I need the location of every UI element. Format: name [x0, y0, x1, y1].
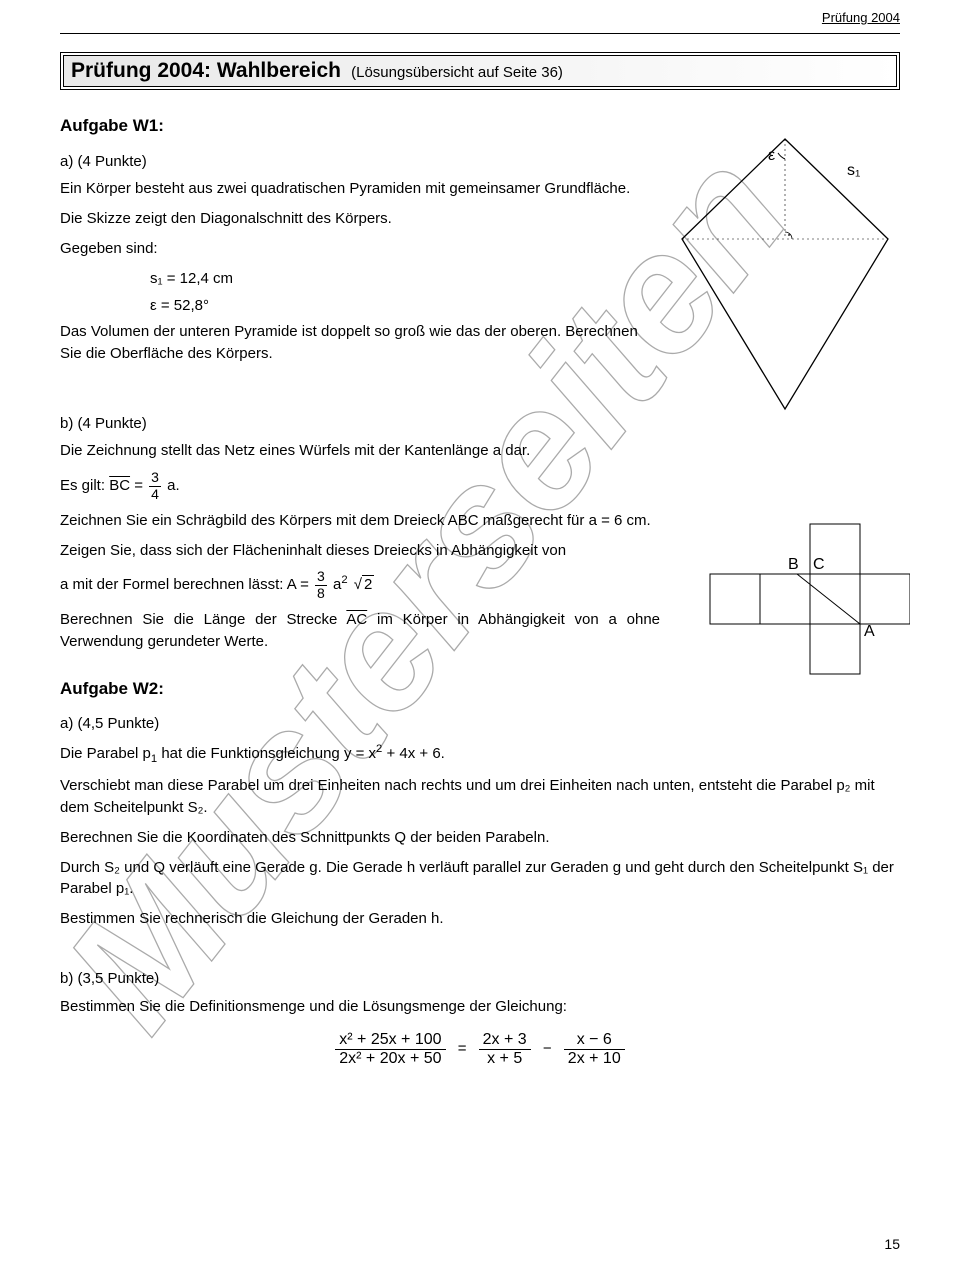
w1b-p4: Zeigen Sie, dass sich der Flächeninhalt …	[60, 540, 660, 562]
w1b-p5-frac: 38	[315, 569, 327, 601]
w2a-p1-pre: Die Parabel p	[60, 745, 151, 762]
frac-den: 2x + 10	[564, 1049, 625, 1068]
w2a-label: a) (4,5 Punkte)	[60, 713, 900, 735]
page-number: 15	[884, 1236, 900, 1252]
w1b-p5-sqrt: 2	[352, 574, 375, 596]
frac-num: 3	[315, 569, 327, 584]
page-title-main: Prüfung 2004: Wahlbereich	[71, 59, 341, 82]
eq-mid-frac: 2x + 3 x + 5	[479, 1031, 531, 1067]
figure-label-B: B	[788, 556, 799, 573]
w2a-p1-mid: hat die Funktionsgleichung y = x	[157, 745, 376, 762]
w1b-p5-mid: a	[329, 576, 342, 593]
figure-label-s1: s₁	[847, 162, 860, 179]
w2a-p4: Durch S₂ und Q verläuft eine Gerade g. D…	[60, 857, 900, 901]
w1b-p5: a mit der Formel berechnen lässt: A = 38…	[60, 569, 660, 601]
sqrt-rad: 2	[362, 575, 374, 593]
frac-num: 2x + 3	[479, 1031, 531, 1049]
w2a-p1: Die Parabel p1 hat die Funktionsgleichun…	[60, 741, 900, 767]
w1a-p2: Die Skizze zeigt den Diagonalschnitt des…	[60, 208, 660, 230]
w1b-p2-frac: 34	[149, 470, 161, 502]
page-title-sub: (Lösungsübersicht auf Seite 36)	[351, 64, 563, 81]
w2a-p3: Berechnen Sie die Koordinaten des Schnit…	[60, 827, 900, 849]
w1b-p2-post: a.	[163, 477, 180, 494]
w2a-p2: Verschiebt man diese Parabel um drei Ein…	[60, 775, 900, 819]
w1b-p1: Die Zeichnung stellt das Netz eines Würf…	[60, 440, 660, 462]
w1b-p5-exp: 2	[341, 574, 347, 586]
w2b-label: b) (3,5 Punkte)	[60, 968, 900, 990]
w1b-p2-pre: Es gilt:	[60, 477, 109, 494]
w1b-p3: Zeichnen Sie ein Schrägbild des Körpers …	[60, 510, 660, 532]
w2b-p1: Bestimmen Sie die Definitionsmenge und d…	[60, 996, 900, 1018]
frac-den: 4	[149, 486, 161, 502]
w1b-p6-pre: Berechnen Sie die Länge der Strecke	[60, 611, 346, 628]
running-header: Prüfung 2004	[60, 10, 900, 27]
eq-equals: =	[458, 1040, 467, 1057]
figure-label-A: A	[864, 623, 875, 640]
w2a-p1-post: + 4x + 6.	[382, 745, 445, 762]
figure-cube-net: B C A	[700, 514, 910, 714]
w1b-p2-bc: BC	[109, 477, 130, 494]
eq-minus: −	[543, 1040, 552, 1057]
frac-den: 8	[315, 585, 327, 601]
w2b-equation: x² + 25x + 100 2x² + 20x + 50 = 2x + 3 x…	[60, 1031, 900, 1067]
w1a-p3: Gegeben sind:	[60, 238, 660, 260]
w2a-p5: Bestimmen Sie rechnerisch die Gleichung …	[60, 908, 900, 930]
eq-left-frac: x² + 25x + 100 2x² + 20x + 50	[335, 1031, 445, 1067]
page-title-box: Prüfung 2004: Wahlbereich (Lösungsübersi…	[60, 52, 900, 90]
figure-label-C: C	[813, 556, 825, 573]
frac-num: x² + 25x + 100	[335, 1031, 445, 1049]
w1b-p5-pre: a mit der Formel berechnen lässt: A =	[60, 576, 313, 593]
frac-den: 2x² + 20x + 50	[335, 1049, 445, 1068]
w1b-p2-mid: =	[130, 477, 147, 494]
w1b-p6-ac: AC	[346, 611, 367, 628]
header-rule	[60, 33, 900, 34]
figure-pyramid-section: ε s₁	[670, 129, 900, 419]
eq-right-frac: x − 6 2x + 10	[564, 1031, 625, 1067]
w1a-p1: Ein Körper besteht aus zwei quadratische…	[60, 178, 660, 200]
w1b-p6: Berechnen Sie die Länge der Strecke AC i…	[60, 609, 660, 653]
frac-num: x − 6	[564, 1031, 625, 1049]
w1b-p2: Es gilt: BC = 34 a.	[60, 470, 660, 502]
w1a-p4: Das Volumen der unteren Pyramide ist dop…	[60, 321, 660, 365]
figure-label-eps: ε	[768, 147, 775, 164]
frac-den: x + 5	[479, 1049, 531, 1068]
frac-num: 3	[149, 470, 161, 485]
